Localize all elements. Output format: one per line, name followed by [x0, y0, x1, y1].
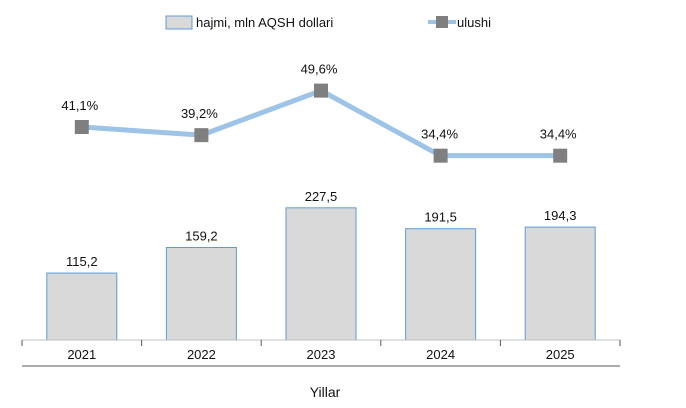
x-tick-label-2024: 2024 — [426, 347, 455, 362]
bar-value-label-2021: 115,2 — [66, 254, 98, 269]
line-value-label-2025: 34,4% — [540, 127, 577, 142]
bar-series: 115,2 159,2 227,5 191,5 194,3 — [46, 189, 596, 341]
line-ulushi — [81, 88, 561, 159]
line-value-label-2021: 41,1% — [61, 98, 98, 113]
line-value-label-2022: 39,2% — [181, 106, 218, 121]
line-marker-2021 — [74, 120, 89, 134]
x-tick-label-2021: 2021 — [67, 347, 96, 362]
bar-value-label-2025: 194,3 — [544, 208, 577, 223]
line-series: 41,1% 39,2% 49,6% 34,4% 34,4% — [61, 62, 577, 163]
bar-2025 — [524, 226, 596, 341]
x-tick-label-2022: 2022 — [187, 347, 216, 362]
bar-2022 — [165, 247, 237, 341]
line-marker-2024 — [433, 148, 448, 163]
legend: hajmi, mln AQSH dollari ulushi — [165, 15, 491, 30]
line-marker-2023 — [314, 83, 328, 98]
legend-label-bar: hajmi, mln AQSH dollari — [196, 15, 333, 30]
legend-swatch-marker — [436, 16, 448, 28]
bar-2023 — [285, 207, 357, 341]
line-marker-2025 — [553, 148, 568, 163]
x-axis: 2021 2022 2023 2024 2025 — [21, 339, 621, 367]
x-axis-title: Yillar — [310, 384, 341, 400]
legend-swatch-bar — [165, 15, 193, 30]
bar-value-label-2023: 227,5 — [305, 189, 338, 204]
legend-label-line: ulushi — [457, 15, 491, 30]
x-tick-label-2025: 2025 — [546, 347, 575, 362]
bar-2024 — [405, 228, 477, 341]
line-value-label-2024: 34,4% — [421, 127, 458, 142]
bar-value-label-2022: 159,2 — [185, 229, 218, 244]
line-value-label-2023: 49,6% — [301, 62, 338, 77]
x-tick-label-2023: 2023 — [307, 347, 336, 362]
bar-2021 — [46, 272, 118, 341]
line-marker-2022 — [194, 128, 209, 143]
bar-value-label-2024: 191,5 — [424, 210, 457, 225]
